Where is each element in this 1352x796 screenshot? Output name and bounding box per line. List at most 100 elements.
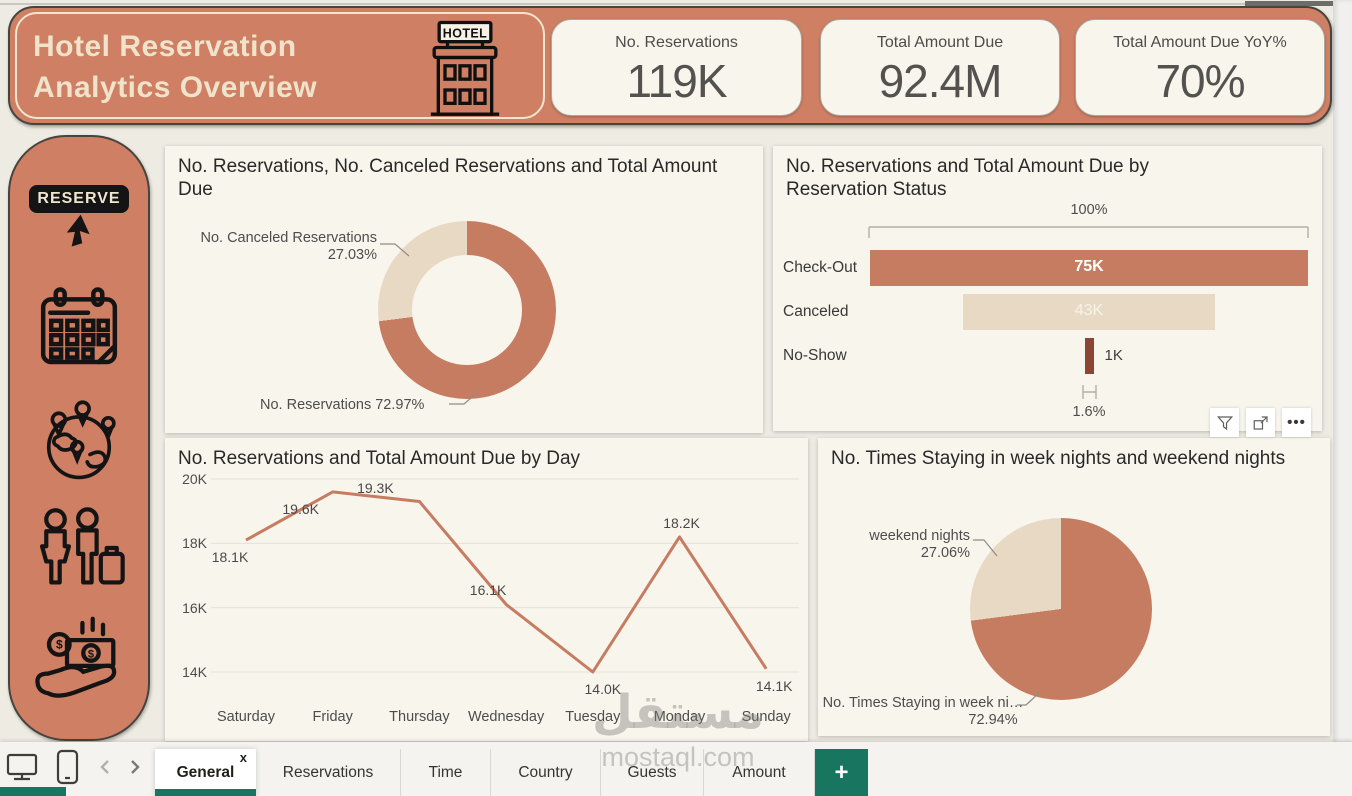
tab-time[interactable]: Time (401, 749, 491, 796)
funnel-bottom-label: 1.6% (1072, 404, 1106, 420)
chart-reservation-status-funnel[interactable]: No. Reservations and Total Amount Due by… (773, 146, 1322, 431)
top-scrollbar-track[interactable] (0, 3, 1333, 5)
x-axis-label: Tuesday (565, 709, 621, 725)
kpi-value: 119K (626, 55, 727, 107)
data-label: 19.3K (357, 479, 394, 496)
sidebar-item-locations[interactable] (33, 390, 125, 486)
active-tab-indicator (155, 789, 256, 796)
more-options-icon[interactable]: ••• (1282, 408, 1311, 437)
funnel-value: 75K (1074, 258, 1104, 275)
tab-close-icon[interactable]: x (239, 750, 247, 765)
kpi-value: 70% (1155, 55, 1245, 107)
hotel-sign-text: HOTEL (443, 27, 487, 41)
funnel-bar-1[interactable]: 43K (963, 294, 1215, 330)
cursor-arrow-icon (66, 214, 90, 247)
donut-hole (412, 255, 522, 365)
footer-tab-bar: General x Reservations Time Country Gues… (0, 742, 1352, 796)
funnel-category: No-Show (783, 347, 847, 364)
funnel-value: 43K (1074, 302, 1104, 319)
tab-amount[interactable]: Amount (704, 749, 815, 796)
kpi-card-yoy: Total Amount Due YoY% 70% (1075, 19, 1325, 116)
filter-icon[interactable] (1210, 408, 1239, 437)
leader-line (1017, 692, 1040, 706)
y-axis-tick: 18K (182, 535, 207, 552)
funnel-bottom-bracket (1082, 385, 1097, 399)
funnel-top-label: 100% (1070, 202, 1108, 218)
data-label: 14.1K (755, 677, 793, 694)
funnel-category: Canceled (783, 303, 849, 320)
donut-label-canceled: No. Canceled Reservations 27.03% (200, 230, 377, 263)
donut-label-reservations: No. Reservations 72.97% (260, 397, 425, 413)
sidebar-item-payments[interactable]: $ $ (33, 611, 125, 707)
kpi-value: 92.4M (878, 55, 1003, 107)
sidebar-item-guests[interactable] (33, 500, 125, 596)
line-chart-plot[interactable] (165, 438, 808, 741)
title-section: Hotel Reservation Analytics Overview HOT… (15, 12, 545, 119)
funnel-bar-0[interactable]: 75K (870, 250, 1308, 286)
data-label: 18.1K (211, 549, 249, 566)
kpi-label: Total Amount Due YoY% (1113, 34, 1287, 51)
y-axis-tick: 16K (182, 599, 207, 616)
funnel-category: Check-Out (783, 259, 858, 276)
x-axis-label: Sunday (741, 709, 791, 725)
guests-luggage-icon (39, 507, 125, 585)
focus-mode-icon[interactable] (1246, 408, 1275, 437)
line-series[interactable] (245, 490, 768, 674)
header-bar: Hotel Reservation Analytics Overview HOT… (8, 6, 1332, 125)
svg-text:$: $ (88, 648, 95, 660)
funnel-top-bracket (868, 226, 1309, 238)
hotel-building-icon: HOTEL (413, 20, 517, 120)
desktop-layout-active-indicator (0, 787, 66, 796)
reserve-button-icon: RESERVE (29, 185, 129, 214)
sidebar: RESERVE (8, 135, 150, 741)
chart-title: No. Reservations and Total Amount Due by… (786, 156, 1149, 201)
right-gutter (1333, 0, 1352, 742)
x-axis-label: Monday (653, 709, 706, 725)
data-label: 19.6K (282, 500, 319, 517)
chart-title: No. Reservations, No. Canceled Reservati… (178, 156, 718, 201)
tab-country[interactable]: Country (491, 749, 601, 796)
leader-line (380, 243, 410, 257)
page-title-line2: Analytics Overview (33, 71, 318, 104)
chart-title: No. Times Staying in week nights and wee… (831, 448, 1286, 469)
kpi-label: No. Reservations (615, 34, 738, 51)
x-axis-label: Thursday (389, 709, 450, 725)
x-axis-label: Saturday (216, 709, 276, 725)
pie-chart[interactable] (970, 518, 1152, 700)
globe-locations-icon (46, 400, 116, 480)
sidebar-item-reserve[interactable]: RESERVE (29, 169, 129, 265)
visual-hover-toolbar: ••• (1210, 408, 1311, 437)
pie-label-week: No. Times Staying in week ni… (822, 695, 1024, 711)
svg-text:$: $ (56, 637, 63, 651)
funnel-bar-2[interactable] (1084, 338, 1094, 374)
page-title: Hotel Reservation Analytics Overview (33, 26, 413, 108)
y-axis-tick: 20K (182, 471, 207, 487)
y-axis-tick: 14K (182, 664, 207, 680)
top-scrollbar-thumb[interactable] (1245, 1, 1352, 6)
tab-general[interactable]: General x (155, 749, 256, 796)
tab-guests[interactable]: Guests (601, 749, 704, 796)
previous-page-icon[interactable] (100, 759, 110, 775)
page-title-line1: Hotel Reservation (33, 30, 297, 63)
data-label: 14.0K (584, 681, 622, 697)
leader-line (449, 391, 479, 405)
data-label: 18.2K (663, 514, 700, 531)
chart-reservations-donut[interactable]: No. Reservations, No. Canceled Reservati… (165, 146, 763, 433)
chart-reservations-by-day[interactable]: No. Reservations and Total Amount Due by… (165, 438, 808, 741)
x-axis-label: Wednesday (467, 709, 545, 725)
calendar-icon (40, 286, 118, 364)
funnel-value: 1K (1104, 347, 1123, 364)
add-page-button[interactable]: + (815, 749, 868, 796)
mobile-layout-icon[interactable] (56, 749, 80, 785)
desktop-layout-icon[interactable] (6, 752, 40, 782)
chart-week-weekend-pie[interactable]: No. Times Staying in week nights and wee… (818, 438, 1330, 736)
leader-line (973, 539, 998, 557)
pie-label-weekend: weekend nights 27.06% (869, 528, 970, 561)
next-page-icon[interactable] (130, 759, 140, 775)
kpi-card-reservations: No. Reservations 119K (551, 19, 802, 116)
data-label: 16.1K (469, 582, 507, 599)
kpi-card-amount-due: Total Amount Due 92.4M (820, 19, 1060, 116)
sidebar-item-calendar[interactable] (33, 280, 125, 376)
tab-reservations[interactable]: Reservations (256, 749, 401, 796)
